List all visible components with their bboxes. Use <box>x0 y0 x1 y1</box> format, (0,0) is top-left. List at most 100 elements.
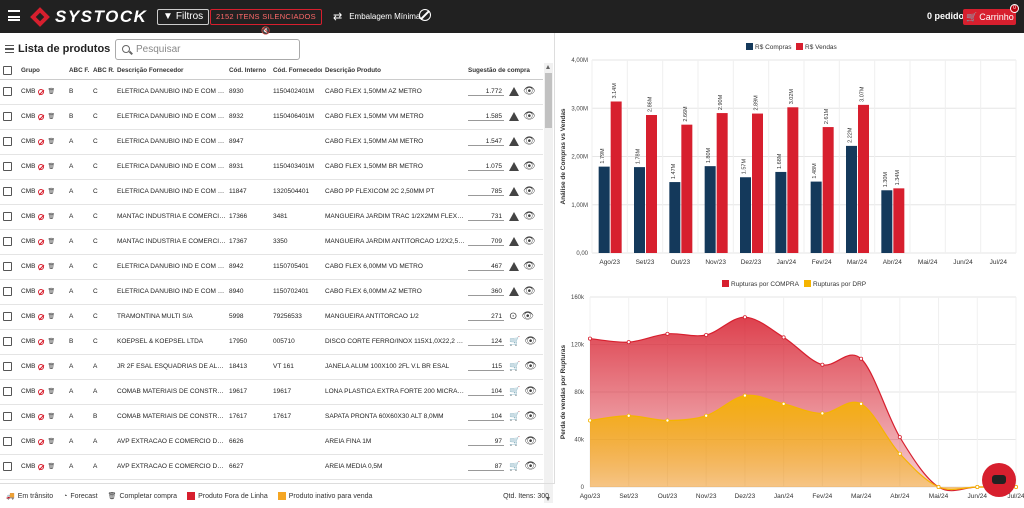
col-header[interactable]: Cód. Fornecedor <box>270 63 322 80</box>
eye-icon[interactable]: 👁 <box>524 336 537 347</box>
row-checkbox[interactable] <box>3 137 12 146</box>
row-checkbox[interactable] <box>3 187 12 196</box>
eye-icon[interactable]: 👁 <box>523 286 536 297</box>
cart-icon[interactable]: 🛒 <box>509 411 521 421</box>
row-select-cell[interactable] <box>0 279 18 305</box>
col-header[interactable]: Descrição Fornecedor <box>114 63 226 80</box>
row-checkbox[interactable] <box>3 162 12 171</box>
eye-icon[interactable]: 👁 <box>524 461 537 472</box>
suggestion-input[interactable]: 1.772 <box>468 88 504 96</box>
row-checkbox[interactable] <box>3 437 12 446</box>
scroll-down-icon[interactable] <box>546 497 550 501</box>
col-header[interactable]: Descrição Produto <box>322 63 465 80</box>
row-select-cell[interactable] <box>0 379 18 405</box>
search-input[interactable]: Pesquisar <box>115 39 300 60</box>
row-checkbox[interactable] <box>3 87 12 96</box>
warning-icon[interactable] <box>509 112 519 121</box>
eye-icon[interactable]: 👁 <box>523 211 536 222</box>
cart-button[interactable]: 🛒 Carrinho 0 <box>963 4 1019 25</box>
warning-icon[interactable] <box>509 237 519 246</box>
row-select-cell[interactable] <box>0 104 18 130</box>
row-select-cell[interactable] <box>0 304 18 330</box>
row-select-cell[interactable] <box>0 154 18 180</box>
warning-icon[interactable] <box>509 162 519 171</box>
row-checkbox[interactable] <box>3 237 12 246</box>
row-checkbox[interactable] <box>3 387 12 396</box>
brand-logo[interactable]: SYSTOCK <box>30 7 147 27</box>
table-row[interactable]: CMB 🗑 A B COMAB MATERIAIS DE CONSTRUC... 1761… <box>0 404 543 430</box>
eye-icon[interactable]: 👁 <box>523 111 536 122</box>
chat-button[interactable] <box>982 463 1016 497</box>
table-row[interactable]: CMB 🗑 A C ELETRICA DANUBIO IND E COM DE ... 8… <box>0 279 543 305</box>
warning-icon[interactable] <box>509 187 519 196</box>
table-row[interactable]: CMB 🗑 A C MANTAC INDUSTRIA E COMERCIO ... 173… <box>0 204 543 230</box>
scroll-up-icon[interactable] <box>546 65 550 69</box>
silenced-items-button[interactable]: 2152 ITENS SILENCIADOS 🔇 <box>210 9 322 35</box>
suggestion-input[interactable]: 1.547 <box>468 138 504 146</box>
cart-icon[interactable]: 🛒 <box>509 461 521 471</box>
table-row[interactable]: CMB 🗑 A A AVP EXTRACAO E COMERCIO DE A... 662… <box>0 454 543 480</box>
table-row[interactable]: CMB 🗑 A A AVP EXTRACAO E COMERCIO DE A... 662… <box>0 429 543 455</box>
row-select-cell[interactable] <box>0 329 18 355</box>
target-icon[interactable]: ⊙ <box>509 311 518 322</box>
suggestion-input[interactable]: 124 <box>468 338 504 346</box>
col-header[interactable]: ABC R. <box>90 63 114 80</box>
select-all-cell[interactable] <box>0 63 18 80</box>
suggestion-input[interactable]: 731 <box>468 213 504 221</box>
table-row[interactable]: CMB 🗑 A A COMAB MATERIAIS DE CONSTRUC... 1961… <box>0 379 543 405</box>
suggestion-input[interactable]: 271 <box>468 313 504 321</box>
eye-icon[interactable]: 👁 <box>523 136 536 147</box>
eye-icon[interactable]: 👁 <box>523 186 536 197</box>
row-checkbox[interactable] <box>3 412 12 421</box>
table-row[interactable]: CMB 🗑 A C ELETRICA DANUBIO IND E COM DE ... 8… <box>0 129 543 155</box>
eye-icon[interactable]: 👁 <box>524 436 537 447</box>
row-checkbox[interactable] <box>3 312 12 321</box>
row-checkbox[interactable] <box>3 362 12 371</box>
suggestion-input[interactable]: 97 <box>468 438 504 446</box>
row-checkbox[interactable] <box>3 262 12 271</box>
col-header[interactable]: Cód. Interno <box>226 63 270 80</box>
eye-icon[interactable]: 👁 <box>523 86 536 97</box>
suggestion-input[interactable]: 104 <box>468 413 504 421</box>
suggestion-input[interactable]: 360 <box>468 288 504 296</box>
eye-icon[interactable]: 👁 <box>523 236 536 247</box>
filters-button[interactable]: ▼ Filtros <box>157 9 210 25</box>
row-select-cell[interactable] <box>0 79 18 105</box>
col-header[interactable]: Sugestão de compra <box>465 63 543 80</box>
row-checkbox[interactable] <box>3 462 12 471</box>
suggestion-input[interactable]: 1.585 <box>468 113 504 121</box>
table-row[interactable]: CMB 🗑 A C MANTAC INDUSTRIA E COMERCIO ... 173… <box>0 229 543 255</box>
row-select-cell[interactable] <box>0 179 18 205</box>
col-header[interactable]: Grupo <box>18 63 66 80</box>
row-select-cell[interactable] <box>0 429 18 455</box>
row-checkbox[interactable] <box>3 287 12 296</box>
suggestion-input[interactable]: 104 <box>468 388 504 396</box>
table-row[interactable]: CMB 🗑 A C ELETRICA DANUBIO IND E COM DE ... 1… <box>0 179 543 205</box>
warning-icon[interactable] <box>509 287 519 296</box>
eye-icon[interactable]: 👁 <box>524 361 537 372</box>
col-header[interactable]: ABC F. <box>66 63 90 80</box>
table-row[interactable]: CMB 🗑 B C ELETRICA DANUBIO IND E COM DE ... 8… <box>0 104 543 130</box>
row-checkbox[interactable] <box>3 337 12 346</box>
table-row[interactable]: CMB 🗑 A C ELETRICA DANUBIO IND E COM DE ... 8… <box>0 154 543 180</box>
row-checkbox[interactable] <box>3 212 12 221</box>
warning-icon[interactable] <box>509 87 519 96</box>
packaging-toggle[interactable]: ⇄ Embalagem Mínima <box>333 10 420 23</box>
suggestion-input[interactable]: 1.075 <box>468 163 504 171</box>
table-row[interactable]: CMB 🗑 B C KOEPSEL & KOEPSEL LTDA 17950 005710 D… <box>0 329 543 355</box>
suggestion-input[interactable]: 785 <box>468 188 504 196</box>
eye-icon[interactable]: 👁 <box>523 261 536 272</box>
cart-icon[interactable]: 🛒 <box>509 361 521 371</box>
order-count[interactable]: 0 pedido <box>927 11 965 21</box>
suggestion-input[interactable]: 115 <box>468 363 504 371</box>
select-all-checkbox[interactable] <box>3 66 12 76</box>
row-select-cell[interactable] <box>0 454 18 480</box>
row-select-cell[interactable] <box>0 354 18 380</box>
table-row[interactable]: CMB 🗑 A C TRAMONTINA MULTI S/A 5998 79256533 MA… <box>0 304 543 330</box>
table-row[interactable]: CMB 🗑 B C ELETRICA DANUBIO IND E COM DE ... 8… <box>0 79 543 105</box>
table-row[interactable]: CMB 🗑 A C ELETRICA DANUBIO IND E COM DE ... 8… <box>0 254 543 280</box>
eye-icon[interactable]: 👁 <box>521 311 535 322</box>
cart-icon[interactable]: 🛒 <box>509 436 521 446</box>
row-select-cell[interactable] <box>0 404 18 430</box>
table-scrollbar[interactable] <box>544 63 553 503</box>
